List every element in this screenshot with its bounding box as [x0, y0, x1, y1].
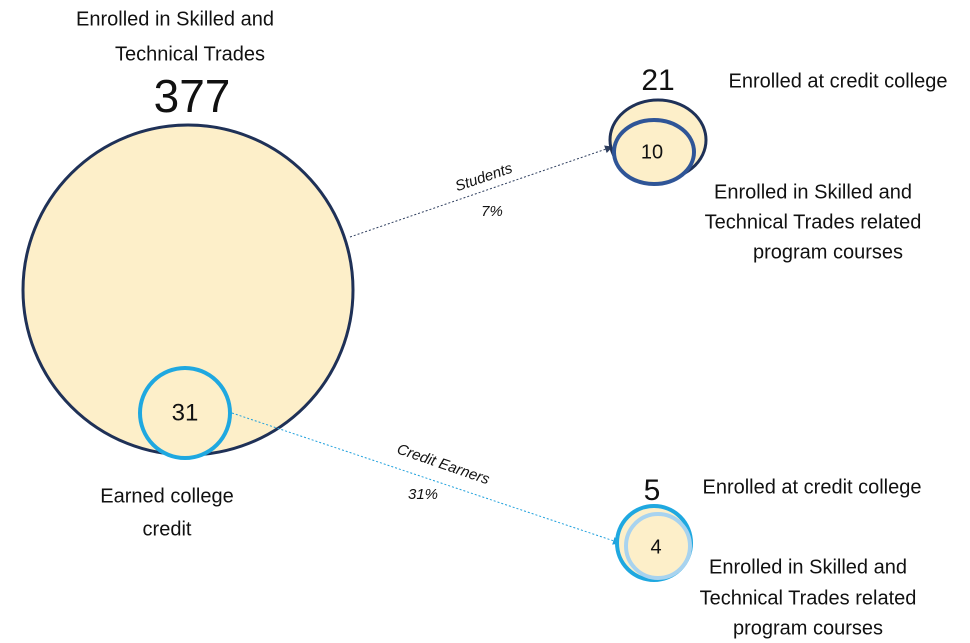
target-label: Enrolled at credit college — [702, 476, 921, 498]
main-count: 377 — [154, 70, 231, 122]
target-subset-label: program courses — [753, 241, 903, 263]
flow-percent: 7% — [481, 203, 503, 220]
main-title: Technical Trades — [115, 43, 265, 65]
flow-label: Students — [453, 160, 515, 196]
target-label: Enrolled at credit college — [728, 70, 947, 92]
target-subset-count: 4 — [650, 536, 661, 558]
target-subset-circle — [612, 118, 696, 186]
flow-arrow — [231, 412, 621, 545]
target-subset-circle — [624, 512, 692, 580]
target-subset-count: 10 — [641, 141, 663, 163]
subset-count: 31 — [172, 399, 199, 426]
target-count: 21 — [641, 64, 674, 97]
target-subset-label: Enrolled in Skilled and — [714, 181, 912, 203]
subset-circle — [138, 366, 232, 460]
subset-label: Earned college — [100, 485, 233, 507]
target-subset-label: Enrolled in Skilled and — [709, 556, 907, 578]
main-title: Enrolled in Skilled and — [76, 8, 274, 30]
target-count: 5 — [644, 474, 661, 507]
flow-label: Credit Earners — [395, 441, 492, 489]
target-subset-label: Technical Trades related — [705, 211, 922, 233]
target-subset-label: program courses — [733, 617, 883, 639]
target-subset-label: Technical Trades related — [700, 587, 917, 609]
flow-percent: 31% — [408, 486, 438, 503]
subset-label: credit — [143, 518, 192, 540]
flow-arrow — [349, 145, 613, 238]
